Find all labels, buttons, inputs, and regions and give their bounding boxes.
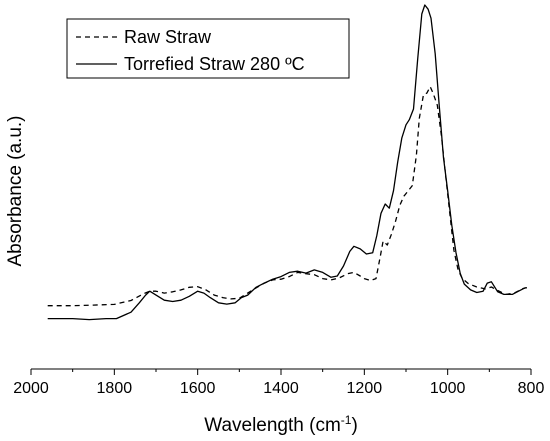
- y-axis-label: Absorbance (a.u.): [5, 115, 26, 266]
- x-tick-label-2000: 2000: [13, 380, 49, 397]
- x-tick-label-800: 800: [518, 380, 545, 397]
- x-tick-label-1600: 1600: [180, 380, 216, 397]
- x-axis-label-main: Wavelength (cm: [204, 415, 341, 436]
- legend-label-torrefied-straw: Torrefied Straw 280 ºC: [124, 54, 305, 74]
- series-layer: [47, 4, 527, 321]
- legend-box: [66, 18, 350, 79]
- x-tick-label-1200: 1200: [347, 380, 383, 397]
- x-tick-label-1400: 1400: [263, 380, 299, 397]
- x-tick-label-1800: 1800: [97, 380, 133, 397]
- series-line-raw-straw: [47, 86, 527, 307]
- x-axis-label-close: ): [351, 415, 357, 436]
- series-line-torrefied-straw: [47, 4, 527, 321]
- x-tick-label-1000: 1000: [430, 380, 466, 397]
- axes: 2000 1800 1600 1400 1200 1000 800: [13, 368, 545, 397]
- x-axis-label: Wavelength (cm-1): [204, 413, 358, 436]
- legend-label-raw-straw: Raw Straw: [124, 27, 212, 47]
- x-axis-label-superscript: -1: [341, 413, 352, 427]
- legend: Raw Straw Torrefied Straw 280 ºC: [66, 18, 350, 79]
